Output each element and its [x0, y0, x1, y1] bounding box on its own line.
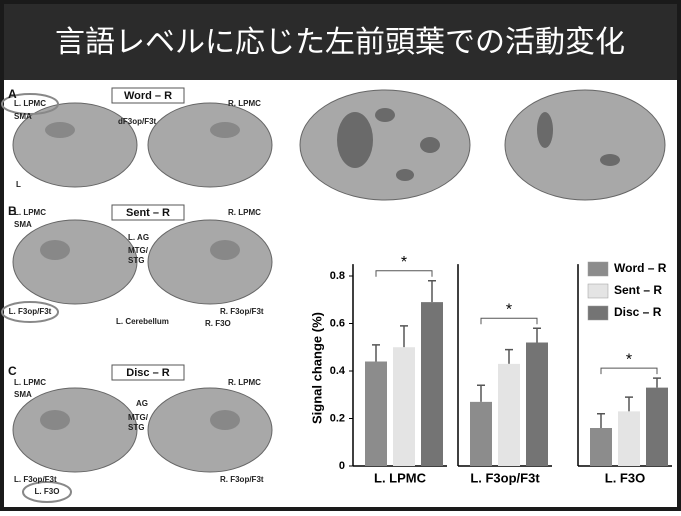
- x-tick-label: L. LPMC: [374, 470, 427, 485]
- legend-label: Sent – R: [614, 283, 662, 297]
- significance-bracket: [600, 367, 658, 375]
- y-tick-label: 0.6: [330, 317, 345, 329]
- brain-label: L. F3op/F3t: [9, 307, 52, 316]
- slide-title: 言語レベルに応じた左前頭葉での活動変化: [55, 26, 625, 59]
- legend-swatch: [587, 261, 609, 277]
- y-tick-label: 0.2: [330, 412, 345, 424]
- bar: [590, 428, 612, 466]
- significance-star: *: [626, 351, 632, 368]
- condition-box: [111, 204, 185, 221]
- brain-label: STG: [128, 256, 144, 265]
- condition-box: [111, 87, 185, 104]
- brain-label: R. LPMC: [228, 208, 261, 217]
- y-tick-label: 0.4: [330, 365, 346, 377]
- significance-bracket: [480, 317, 538, 325]
- brain-images: [12, 89, 666, 473]
- brain-label: dF3op/F3t: [118, 117, 157, 126]
- significance-star: *: [401, 254, 407, 271]
- bar: [470, 401, 492, 466]
- brain-label: L: [16, 180, 21, 189]
- bar: [498, 363, 520, 466]
- brain-label: R. LPMC: [228, 378, 261, 387]
- brain-label: L. AG: [128, 233, 149, 242]
- bar: [393, 347, 415, 466]
- brain-label: MTG/: [128, 413, 149, 422]
- brain-label: SMA: [14, 112, 32, 121]
- bar: [365, 361, 387, 466]
- condition-box: [111, 364, 185, 381]
- brain-label: L. F3op/F3t: [14, 475, 57, 484]
- brain-label: R. F3op/F3t: [220, 475, 264, 484]
- brain-label: L. Cerebellum: [116, 317, 169, 326]
- brain-label: L. LPMC: [14, 99, 46, 108]
- brain-label: SMA: [14, 390, 32, 399]
- brain-label: R. LPMC: [228, 99, 261, 108]
- legend-label: Disc – R: [614, 305, 662, 319]
- bar: [526, 342, 548, 466]
- condition: Word – R: [124, 90, 172, 102]
- bar: [618, 411, 640, 466]
- legend-swatch: [587, 283, 609, 299]
- brain-label: SMA: [14, 220, 32, 229]
- brain-label: STG: [128, 423, 144, 432]
- condition: Disc – R: [126, 367, 169, 379]
- bar: [646, 387, 668, 466]
- significance-bracket: [375, 270, 433, 277]
- panel-label: B: [8, 204, 17, 218]
- condition: Sent – R: [126, 207, 170, 219]
- header-bar: [4, 4, 677, 80]
- x-tick-label: L. F3op/F3t: [470, 470, 540, 485]
- y-tick-label: 0: [339, 460, 345, 472]
- significance-star: *: [506, 301, 512, 318]
- legend-swatch: [587, 305, 609, 321]
- annotation-circles: [1, 93, 72, 503]
- legend-label: Word – R: [614, 261, 667, 275]
- panel-label: C: [8, 364, 17, 378]
- y-tick-label: 0.8: [330, 270, 345, 282]
- brain-label: R. F3op/F3t: [220, 307, 264, 316]
- y-axis-label: Signal change (%): [309, 312, 324, 424]
- brain-label: L. LPMC: [14, 378, 46, 387]
- panel-label: A: [8, 87, 17, 101]
- bar: [421, 302, 443, 466]
- brain-label: MTG/: [128, 246, 149, 255]
- brain-label: R. F3O: [205, 319, 231, 328]
- x-tick-label: L. F3O: [605, 470, 645, 485]
- brain-label: AG: [136, 399, 148, 408]
- brain-label: L. LPMC: [14, 208, 46, 217]
- brain-label: L. F3O: [35, 487, 60, 496]
